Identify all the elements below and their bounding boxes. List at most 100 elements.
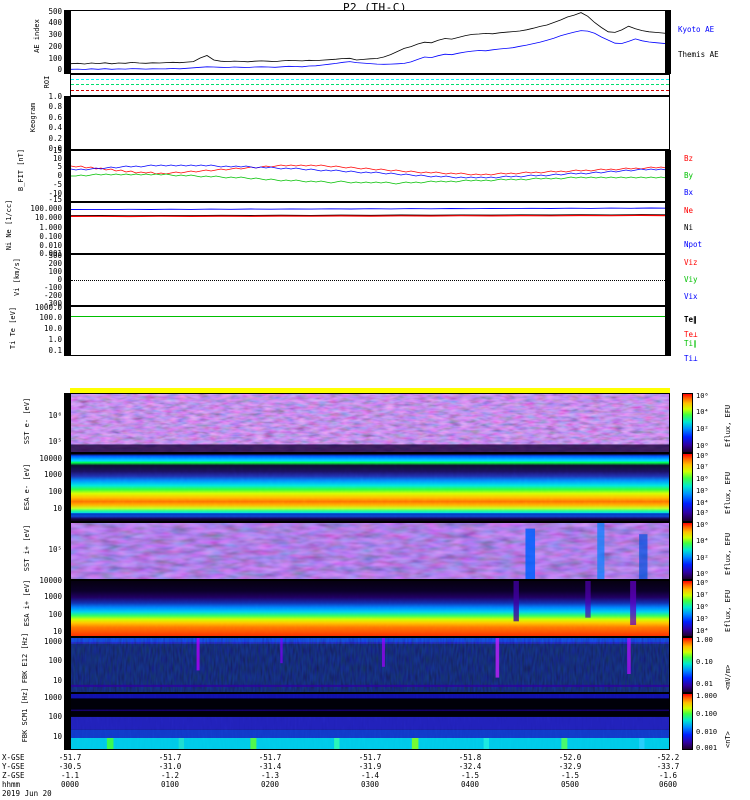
legend-viz: Viz [684,258,698,267]
b-tick-m5: -5 [52,180,62,189]
velocity-ytick-block [64,254,71,306]
colorbar-fbk-scm1 [682,693,693,750]
footer-label-date: 2019 Jun 20 [2,789,52,798]
legend-vix: Vix [684,292,698,301]
cbar-ssti-lab-1: 10⁴ [696,537,709,545]
spec-sst-ion [70,522,670,580]
panel-roi-ylabel: ROI [43,75,51,89]
keo-tick-06: 0.6 [48,113,62,122]
legend-bz: Bz [684,154,694,163]
b-tick-5: 5 [57,162,62,171]
density-traces [71,207,669,218]
time-val-4: 0400 [460,780,480,789]
colorbar-esa-electron [682,453,693,522]
vi-tick-m200: -200 [43,291,62,300]
cbar-fbks-lab-2: 0.010 [696,728,718,736]
zgse-val-1: -1.2 [160,771,180,780]
cbar-esae-lab-2: 10⁶ [696,475,709,483]
colorbar-fbk-e12 [682,637,693,693]
keo-tick-08: 0.8 [48,102,62,111]
esa-electron-ytick-block [64,453,71,522]
keogram-ytick-block [64,96,71,150]
ne-tick-0001: 0.001 [39,249,62,258]
zgse-val-6: -1.6 [658,771,678,780]
ae-index-traces [71,12,669,70]
footer-label-z-gse: Z-GSE [2,771,25,780]
panel-density [70,202,670,254]
ygse-val-1: -31.0 [158,762,182,771]
ae-tick-0: 0 [57,65,62,74]
ne-tick-01: 0.100 [39,232,62,241]
roi-line-green [71,84,669,86]
xgse-val-3: -51.7 [358,753,382,762]
xgse-val-6: -52.2 [656,753,680,762]
cbar-sste-lab-0: 10⁶ [696,392,709,400]
vi-tick-0: 0 [57,275,62,284]
esa-ion-ytick-block [64,580,71,637]
cbar-ssti-lab-2: 10² [696,554,709,562]
xgse-val-2: -51.7 [258,753,282,762]
time-val-3: 0300 [360,780,380,789]
footer-label-hhmm: hhmm [2,780,21,789]
b-fit-traces [71,164,669,185]
cbar-sste-lab-1: 10⁴ [696,408,709,416]
cbar-sste-lab-2: 10² [696,425,709,433]
cbar-fbke-lab-2: 0.01 [696,680,713,688]
legend-ti-perp: Ti⊥ [684,354,698,363]
footer-label-y-gse: Y-GSE [2,762,25,771]
panel-temperature [70,306,670,356]
esai-tick-1000: 1000 [43,592,62,601]
roi-line-cyan [71,79,669,81]
vi-tick-m300: -300 [43,299,62,308]
velocity-zero-line [71,280,669,281]
cbar-ssti-lab-3: 10⁰ [696,570,709,578]
b-tick-10: 10 [52,154,62,163]
time-val-1: 0100 [160,780,180,789]
sst-electron-ytick-block [64,393,71,453]
density-right-tick-block [665,202,671,254]
esa-ion-image [71,581,669,636]
density-ytick-block [64,202,71,254]
b-tick-15: 15 [52,146,62,155]
ygse-val-4: -32.4 [458,762,482,771]
cbar-fbke-lab-0: 1.00 [696,636,713,644]
legend-viy: Viy [684,275,698,284]
colorbar-sst-ion [682,522,693,580]
t-tick-100: 100.0 [39,313,62,322]
legend-te-perp: Te⊥ [684,330,698,339]
panel-ae-index [70,10,670,74]
fbke-tick-1000: 1000 [43,637,62,646]
xgse-val-0: -51.7 [58,753,82,762]
ae-index-ytick-block [64,10,71,74]
keo-tick-00: 0.0 [48,144,62,153]
vi-tick-200: 200 [48,259,62,268]
sste-tick-1e5: 10⁵ [48,437,62,446]
cbar-esai-lab-2: 10⁶ [696,603,709,611]
zgse-val-3: -1.4 [360,771,380,780]
zgse-val-5: -1.5 [560,771,580,780]
ae-tick-500: 500 [48,7,62,16]
ne-tick-1: 1.000 [39,223,62,232]
vi-tick-100: 100 [48,267,62,276]
fbke-tick-10: 10 [52,676,62,685]
colorbar-esa-ion [682,580,693,637]
cbar-fbks-unit: <nT> [724,731,732,748]
panel-roi [70,74,670,96]
keo-tick-04: 0.4 [48,123,62,132]
zgse-val-0: -1.1 [60,771,80,780]
time-val-6: 0600 [658,780,678,789]
legend-bx: Bx [684,188,694,197]
spec-esa-ion [70,580,670,637]
temperature-right-tick-block [665,306,671,356]
sst-ion-image [71,523,669,579]
xgse-val-1: -51.7 [158,753,182,762]
panel-b-fit [70,150,670,202]
ne-tick-100: 100.000 [30,204,62,213]
spec-sst-electron-ylabel: SST e- [eV] [23,397,31,445]
ygse-val-0: -30.5 [58,762,82,771]
ne-tick-10: 10.000 [34,213,62,222]
zgse-val-4: -1.5 [460,771,480,780]
footer-label-x-gse: X-GSE [2,753,25,762]
b-tick-m15: -15 [48,195,62,204]
